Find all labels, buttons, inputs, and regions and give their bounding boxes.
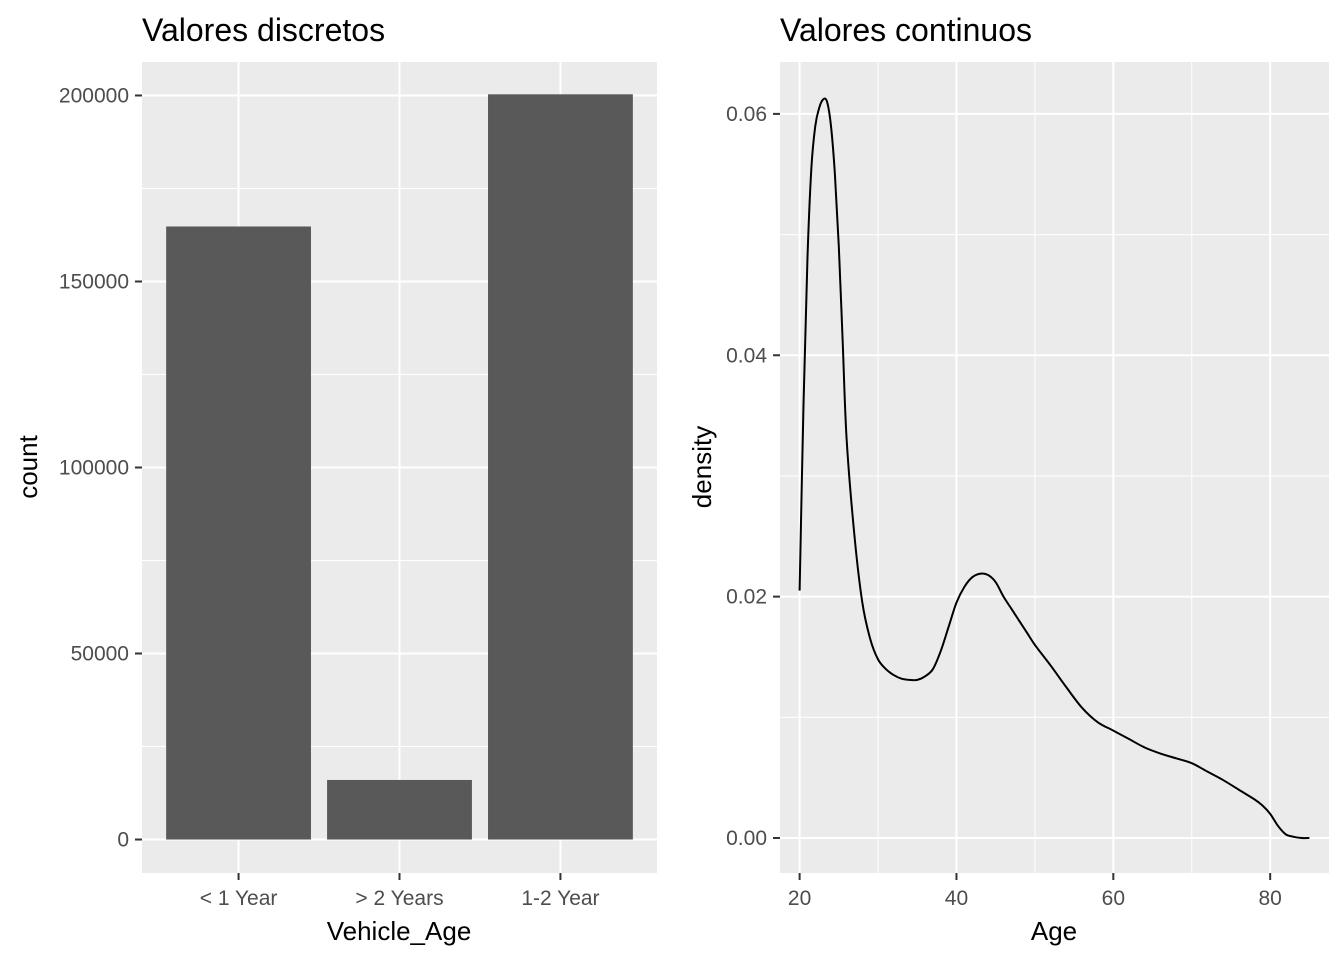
y-tick-label: 0.04 [726, 344, 767, 367]
bar [488, 94, 633, 840]
y-tick-label: 100000 [59, 457, 129, 480]
y-tick-label: 150000 [59, 270, 129, 293]
y-tick-label: 0.02 [726, 586, 767, 609]
bar-chart-panel: Valores discretos 0 50000 100000 150000 2000… [13, 12, 657, 946]
x-tick-label: 80 [1258, 887, 1281, 910]
bar-chart-y-axis: 0 50000 100000 150000 200000 [59, 84, 142, 852]
bar [166, 226, 311, 840]
y-tick-label: 200000 [59, 84, 129, 107]
density-chart-y-axis: 0.00 0.02 0.04 0.06 [726, 103, 780, 850]
y-tick-label: 0.06 [726, 103, 767, 126]
x-tick-label: 1-2 Year [521, 887, 599, 910]
y-tick-label: 0 [117, 829, 129, 852]
bar-chart-bars [166, 94, 633, 840]
bar-chart-x-axis-title: Vehicle_Age [327, 916, 472, 946]
bar-chart-y-axis-title: count [13, 434, 43, 498]
bar-chart-title: Valores discretos [142, 12, 385, 48]
density-curve [798, 97, 1310, 840]
x-tick-label: 20 [788, 887, 811, 910]
density-chart-x-axis-title: Age [1031, 916, 1077, 946]
density-chart-y-axis-title: density [687, 426, 717, 508]
x-tick-label: > 2 Years [355, 887, 443, 910]
density-chart-panel: Valores continuos 0.00 0.02 0.04 0.06 20 40 6… [687, 12, 1329, 946]
x-tick-label: < 1 Year [200, 887, 278, 910]
bar-chart-x-axis: < 1 Year > 2 Years 1-2 Year [200, 873, 600, 910]
x-tick-label: 40 [945, 887, 968, 910]
density-chart-x-axis: 20 40 60 80 [788, 873, 1282, 910]
y-tick-label: 50000 [71, 643, 129, 666]
bar [327, 779, 472, 840]
density-chart-plot-area [780, 62, 1329, 873]
density-chart-grid [780, 62, 1329, 873]
x-tick-label: 60 [1102, 887, 1125, 910]
density-chart-title: Valores continuos [780, 12, 1032, 48]
y-tick-label: 0.00 [726, 827, 767, 850]
